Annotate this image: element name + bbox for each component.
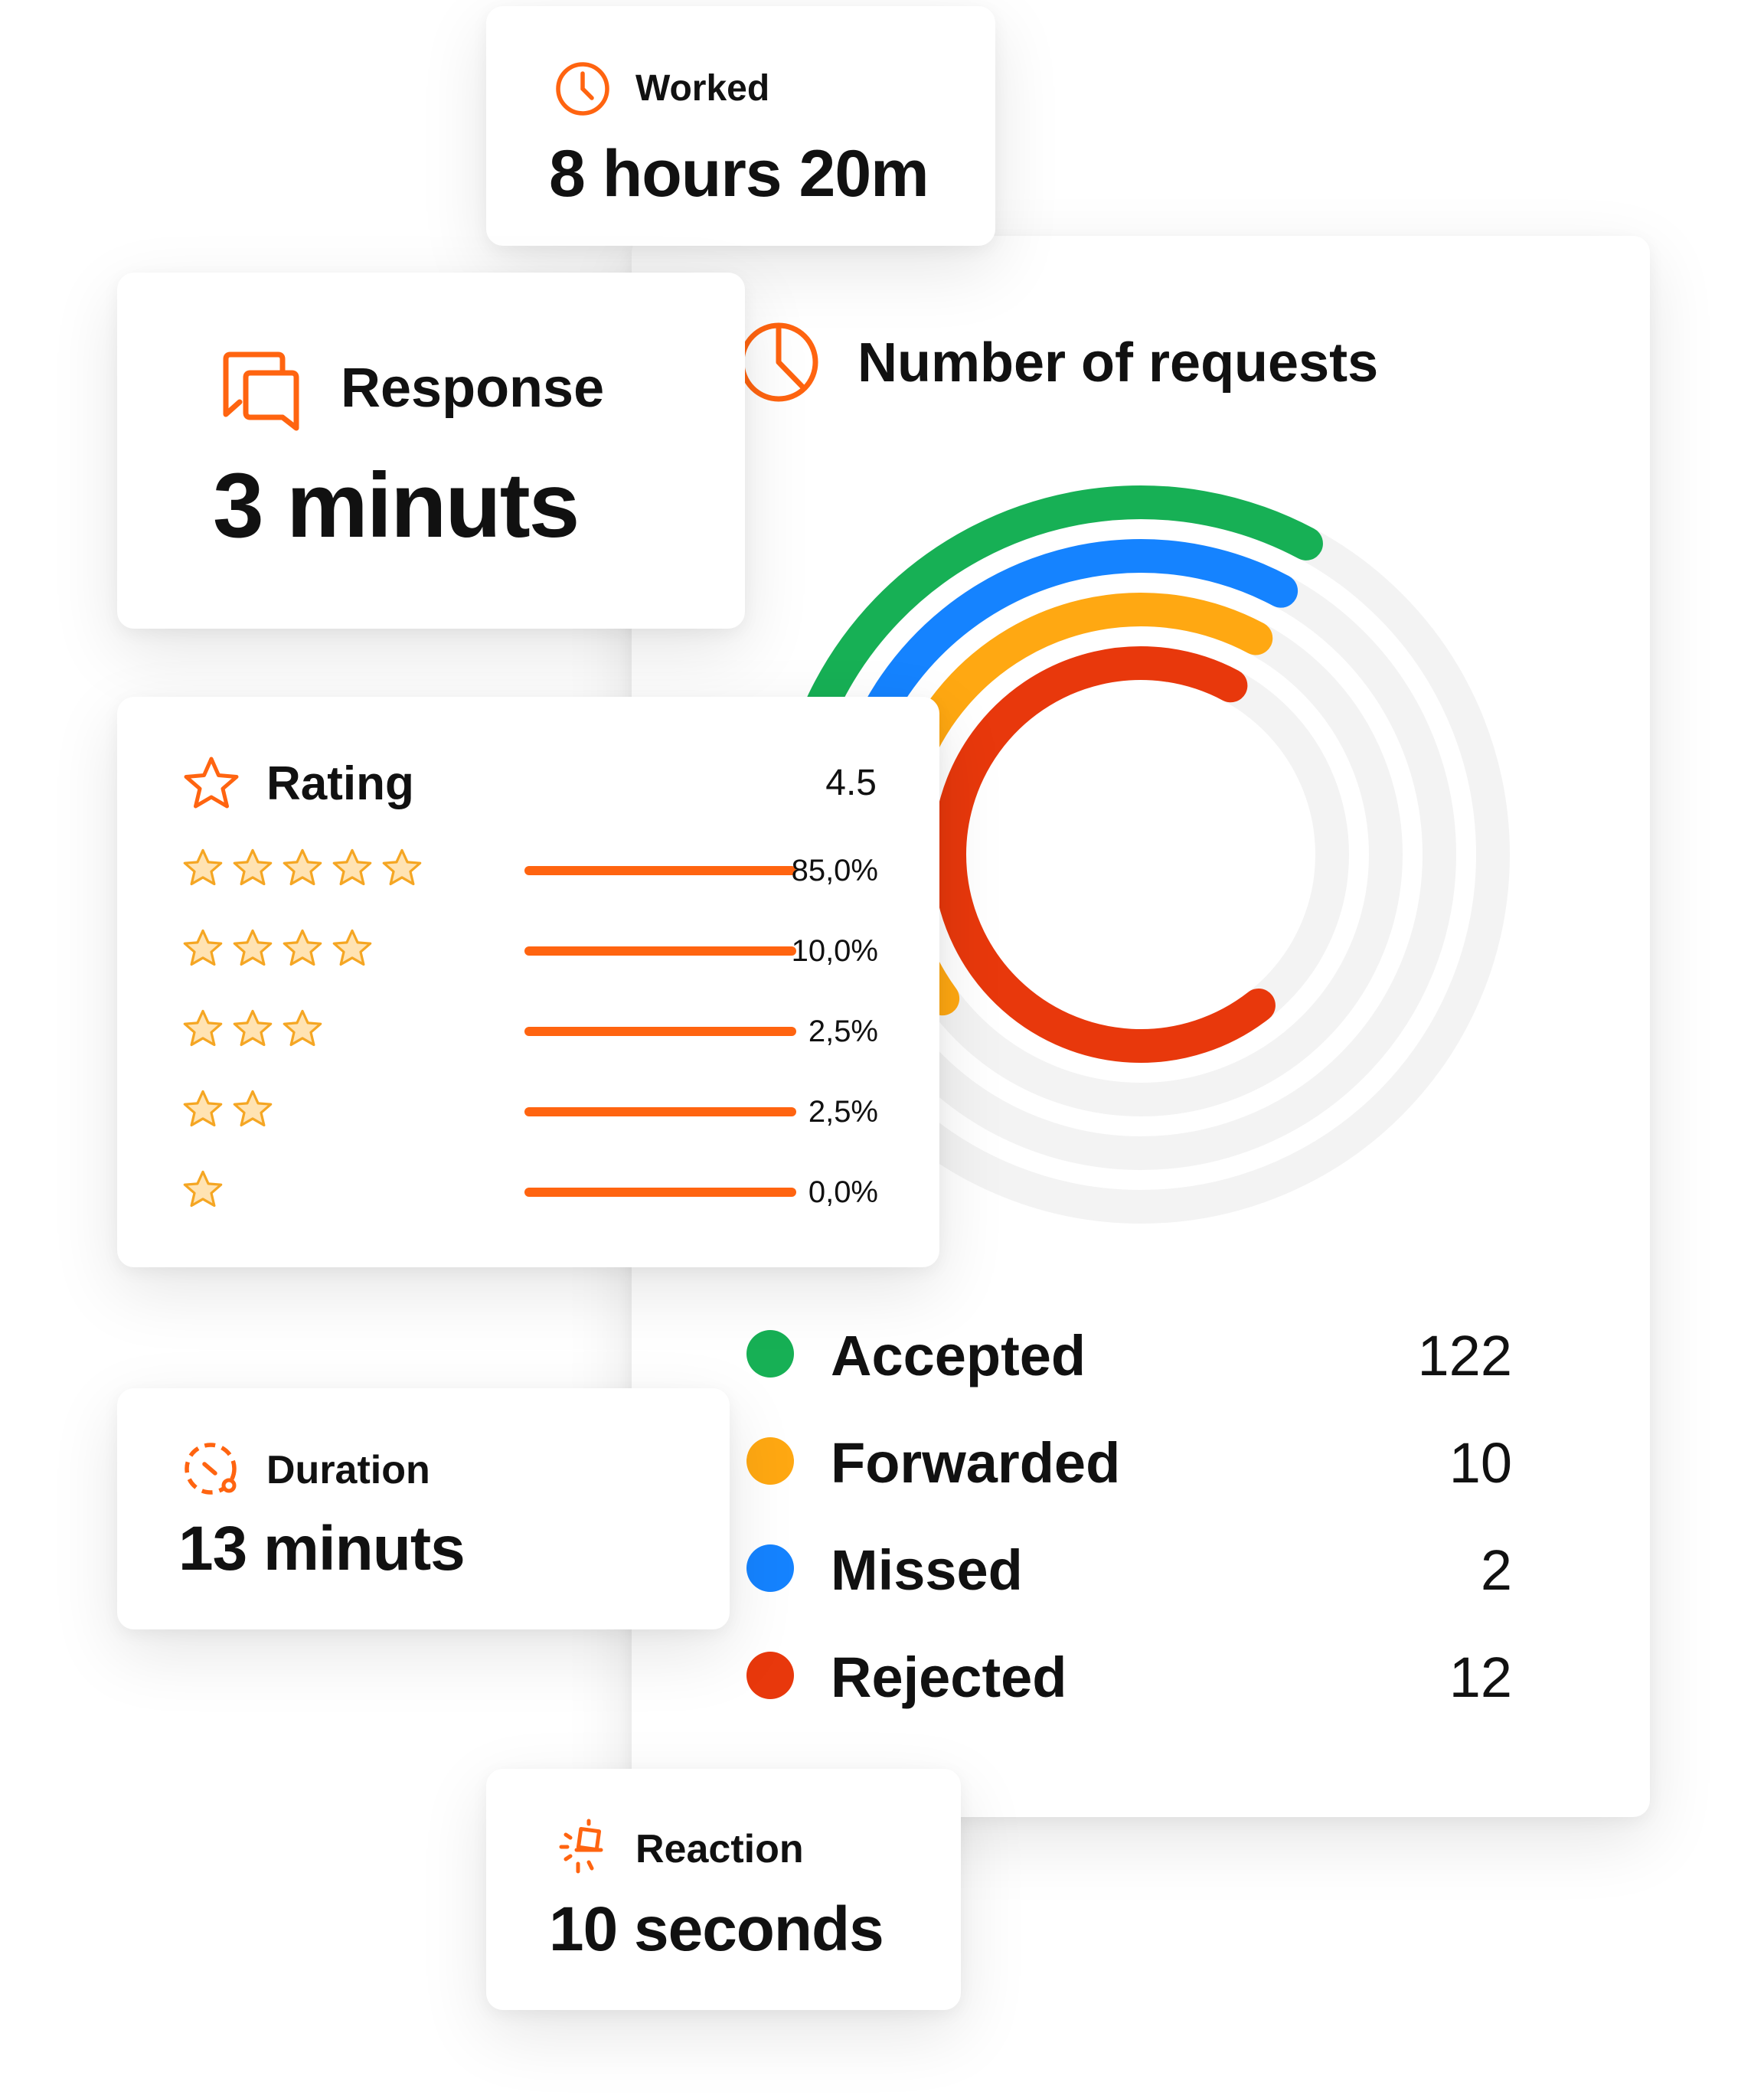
rating-bar <box>524 946 796 956</box>
worked-card: Worked 8 hours 20m <box>486 6 995 246</box>
legend-count: 2 <box>1480 1538 1512 1602</box>
forwarded-dot <box>746 1437 794 1485</box>
timer-icon <box>181 1438 243 1499</box>
rating-bar <box>524 866 796 875</box>
rating-star-icon <box>332 929 372 966</box>
rating-star-icon <box>382 848 422 886</box>
clock-icon <box>554 60 612 118</box>
rating-percent: 0,0% <box>808 1175 878 1209</box>
rating-row-2: 2,5% <box>181 1087 878 1133</box>
rating-percent: 10,0% <box>791 934 878 968</box>
duration-value: 13 minuts <box>178 1514 466 1584</box>
rating-percent: 85,0% <box>791 854 878 887</box>
rating-star-icon <box>283 848 322 886</box>
rating-star-icon <box>183 1170 223 1208</box>
rating-card: Rating 4.5 85,0% 10,0% 2,5% 2,5% 0,0% <box>117 697 939 1267</box>
legend-count: 122 <box>1417 1324 1512 1387</box>
legend-row-missed: Missed 2 <box>746 1538 1512 1602</box>
rating-star-icon <box>233 848 273 886</box>
rating-star-icon <box>183 1090 223 1127</box>
rating-star-icon <box>283 929 322 966</box>
rating-row-5: 85,0% <box>181 846 878 892</box>
rating-stars <box>181 1168 224 1214</box>
rating-bar <box>524 1107 796 1116</box>
legend-row-forwarded: Forwarded 10 <box>746 1430 1512 1495</box>
missed-dot <box>746 1544 794 1592</box>
rating-star-icon <box>183 1009 223 1047</box>
accepted-dot <box>746 1330 794 1378</box>
rating-row-4: 10,0% <box>181 927 878 972</box>
legend-count: 10 <box>1449 1431 1512 1495</box>
rating-star-icon <box>332 848 372 886</box>
chat-bubbles-icon <box>217 345 305 433</box>
rating-bar <box>524 1188 796 1197</box>
rating-label: Rating <box>266 757 414 810</box>
worked-value: 8 hours 20m <box>549 137 929 211</box>
response-label: Response <box>341 358 605 419</box>
legend-row-rejected: Rejected 12 <box>746 1645 1512 1709</box>
rating-stars <box>181 1007 324 1053</box>
legend-label: Rejected <box>831 1646 1067 1709</box>
rating-stars <box>181 1087 274 1133</box>
rating-star-icon <box>233 929 273 966</box>
rating-row-3: 2,5% <box>181 1007 878 1053</box>
legend-label: Accepted <box>831 1324 1086 1387</box>
rating-star-icon <box>233 1009 273 1047</box>
rating-bar <box>524 1027 796 1036</box>
rating-percent: 2,5% <box>808 1015 878 1048</box>
legend-label: Missed <box>831 1538 1023 1602</box>
response-card: Response 3 minuts <box>117 273 745 629</box>
rating-row-1: 0,0% <box>181 1168 878 1214</box>
legend-count: 12 <box>1449 1646 1512 1709</box>
rejected-dot <box>746 1652 794 1699</box>
rating-star-icon <box>233 1090 273 1127</box>
reaction-label: Reaction <box>635 1827 804 1871</box>
rating-star-icon <box>183 929 223 966</box>
rating-star-icon <box>283 1009 322 1047</box>
bell-ring-icon <box>554 1816 615 1878</box>
reaction-value: 10 seconds <box>549 1894 884 1964</box>
legend-label: Forwarded <box>831 1431 1121 1495</box>
rating-percent: 2,5% <box>808 1095 878 1129</box>
worked-label: Worked <box>635 68 770 109</box>
pie-chart-icon <box>737 320 821 404</box>
rating-stars <box>181 846 423 892</box>
rating-star-icon <box>183 848 223 886</box>
requests-title: Number of requests <box>858 332 1379 394</box>
rating-stars <box>181 927 374 972</box>
legend-row-accepted: Accepted 122 <box>746 1323 1512 1387</box>
duration-card: Duration 13 minuts <box>117 1388 730 1629</box>
ring-arc-rejected <box>933 646 1276 1063</box>
rating-score: 4.5 <box>825 763 877 803</box>
star-icon <box>181 754 241 814</box>
response-value: 3 minuts <box>213 454 580 557</box>
duration-label: Duration <box>266 1448 430 1492</box>
reaction-card: Reaction 10 seconds <box>486 1769 961 2010</box>
